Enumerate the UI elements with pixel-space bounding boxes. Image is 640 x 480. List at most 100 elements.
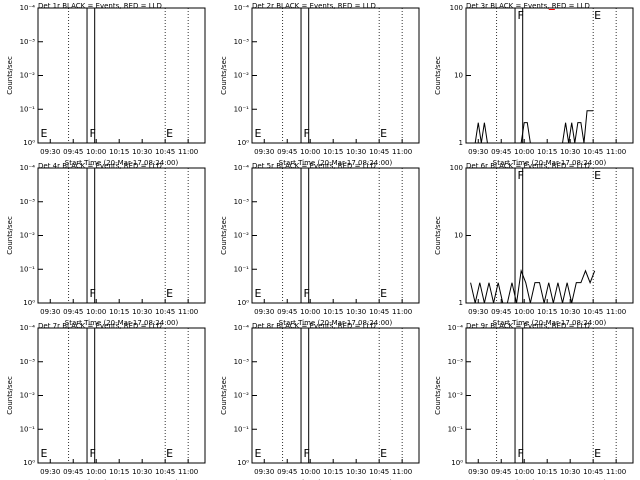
chart-title: Det 6r BLACK = Events, RED = LLD (466, 162, 590, 170)
x-tick-label: 09:45 (491, 308, 511, 316)
x-tick-label: 10:00 (86, 308, 106, 316)
x-tick-label: 11:00 (392, 468, 412, 476)
y-tick-label: 10⁻⁴ (234, 324, 250, 332)
x-tick-label: 11:00 (392, 148, 412, 156)
annotation: E (380, 127, 387, 140)
x-tick-label: 09:30 (254, 468, 274, 476)
annotation: F (304, 127, 310, 140)
annotation: F (518, 447, 524, 460)
y-axis-label: Counts/sec (434, 216, 442, 255)
annotation: F (518, 9, 524, 22)
x-tick-label: 10:30 (560, 468, 580, 476)
annotation: E (255, 127, 262, 140)
x-tick-label: 09:45 (63, 468, 83, 476)
x-tick-label: 10:30 (132, 148, 152, 156)
y-axis-label: Counts/sec (6, 376, 14, 415)
annotation: F (90, 127, 96, 140)
y-tick-label: 10⁻³ (234, 358, 250, 366)
y-tick-label: 10⁰ (23, 299, 35, 307)
x-tick-label: 10:00 (300, 148, 320, 156)
x-tick-label: 10:30 (560, 308, 580, 316)
x-tick-label: 11:00 (606, 308, 626, 316)
x-tick-label: 09:30 (468, 148, 488, 156)
x-tick-label: 11:00 (606, 468, 626, 476)
chart-title: Det 1r BLACK = Events, RED = LLD (38, 2, 162, 10)
y-axis-label: Counts/sec (220, 56, 228, 95)
y-tick-label: 100 (450, 4, 463, 12)
y-tick-label: 10⁻³ (448, 358, 464, 366)
y-axis-label: Counts/sec (6, 216, 14, 255)
x-tick-label: 10:15 (537, 308, 557, 316)
y-tick-label: 1 (459, 139, 463, 147)
y-tick-label: 10⁰ (237, 299, 249, 307)
chart-title: Det 3r BLACK = Events, RED = LLD (466, 2, 590, 10)
x-tick-label: 09:30 (40, 468, 60, 476)
annotation: F (304, 447, 310, 460)
annotation: E (41, 127, 48, 140)
x-tick-label: 10:45 (369, 148, 389, 156)
y-tick-label: 10⁻³ (234, 198, 250, 206)
chart-title: Det 8r BLACK = Events, RED = LLD (252, 322, 376, 330)
annotation: F (90, 287, 96, 300)
x-tick-label: 10:30 (346, 148, 366, 156)
y-tick-label: 10⁻⁴ (448, 324, 464, 332)
x-axis-label: Start Time (20-Mar-17 08:24:00) (279, 159, 393, 167)
x-tick-label: 11:00 (606, 148, 626, 156)
y-tick-label: 10⁻¹ (234, 265, 250, 273)
x-axis-label: Start Time (20-Mar-17 08:24:00) (279, 319, 393, 327)
y-tick-label: 100 (450, 164, 463, 172)
y-tick-label: 10⁰ (451, 459, 463, 467)
y-tick-label: 10⁻² (234, 72, 250, 80)
x-tick-label: 09:45 (63, 148, 83, 156)
x-tick-label: 10:00 (514, 148, 534, 156)
y-tick-label: 10⁻² (448, 392, 464, 400)
y-tick-label: 10⁻⁴ (234, 4, 250, 12)
x-tick-label: 10:45 (583, 468, 603, 476)
annotation: E (166, 287, 173, 300)
x-tick-label: 09:30 (468, 308, 488, 316)
y-tick-label: 10⁻¹ (20, 425, 36, 433)
annotation: E (594, 447, 601, 460)
x-tick-label: 10:15 (109, 468, 129, 476)
annotation: F (90, 447, 96, 460)
x-tick-label: 11:00 (178, 468, 198, 476)
annotation: E (255, 287, 262, 300)
x-tick-label: 10:15 (323, 148, 343, 156)
y-tick-label: 10⁻³ (20, 198, 36, 206)
x-tick-label: 09:45 (277, 468, 297, 476)
x-tick-label: 10:00 (300, 468, 320, 476)
annotation: E (380, 447, 387, 460)
x-tick-label: 10:45 (369, 308, 389, 316)
x-tick-label: 09:30 (40, 148, 60, 156)
x-tick-label: 10:30 (346, 468, 366, 476)
annotation: E (380, 287, 387, 300)
annotation: F (518, 169, 524, 182)
x-tick-label: 09:45 (491, 468, 511, 476)
y-tick-label: 10⁰ (23, 139, 35, 147)
x-tick-label: 10:45 (155, 148, 175, 156)
x-tick-label: 09:30 (254, 148, 274, 156)
annotation: E (166, 127, 173, 140)
annotation: E (594, 169, 601, 182)
x-tick-label: 10:15 (109, 148, 129, 156)
x-tick-label: 10:15 (323, 468, 343, 476)
x-tick-label: 10:30 (560, 148, 580, 156)
x-tick-label: 10:00 (86, 148, 106, 156)
y-tick-label: 10⁻² (20, 392, 36, 400)
x-tick-label: 10:45 (369, 468, 389, 476)
y-axis-label: Counts/sec (220, 216, 228, 255)
y-tick-label: 10⁻⁴ (234, 164, 250, 172)
y-tick-label: 10⁻³ (234, 38, 250, 46)
y-axis-label: Counts/sec (220, 376, 228, 415)
x-tick-label: 09:30 (40, 308, 60, 316)
x-tick-label: 10:00 (514, 468, 534, 476)
x-tick-label: 11:00 (392, 308, 412, 316)
y-tick-label: 10⁻² (234, 392, 250, 400)
annotation: E (255, 447, 262, 460)
y-tick-label: 10⁻⁴ (20, 324, 36, 332)
x-tick-label: 09:30 (254, 308, 274, 316)
x-tick-label: 10:00 (514, 308, 534, 316)
data-line (470, 268, 596, 304)
chart-title: Det 5r BLACK = Events, RED = LLD (252, 162, 376, 170)
